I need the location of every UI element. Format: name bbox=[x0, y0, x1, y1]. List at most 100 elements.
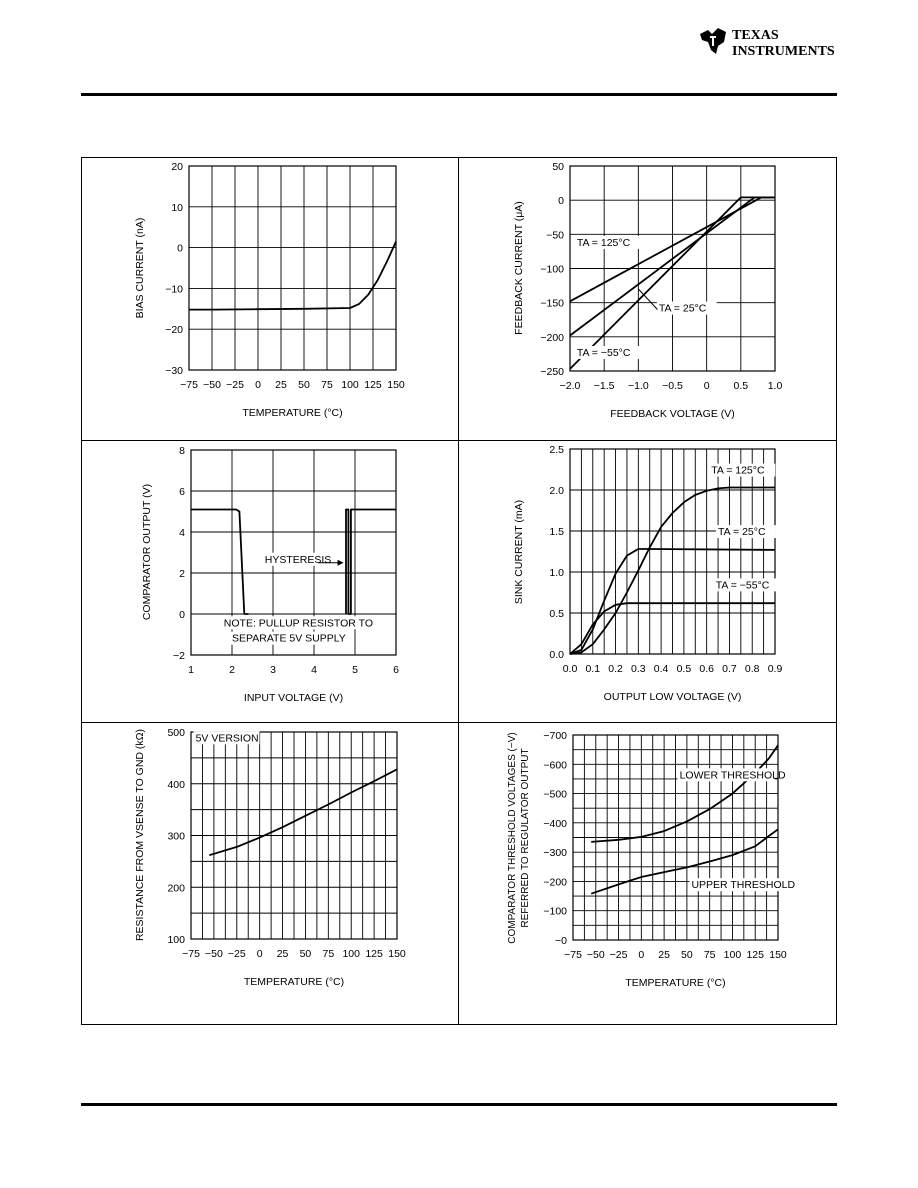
y-tick-label: 6 bbox=[179, 486, 185, 498]
annotation-arrowhead bbox=[337, 559, 344, 566]
annotation-arrow bbox=[637, 288, 658, 310]
y-tick-label: 1.5 bbox=[549, 526, 564, 538]
x-tick-label: −50 bbox=[203, 379, 221, 391]
chart-3: 1 2 3 4 5 6 −2 0 2 4 6 8 INPUT VOLTAGE (V) COMPARATOR… bbox=[141, 445, 399, 704]
plot-frame bbox=[569, 448, 776, 655]
x-tick-label: 4 bbox=[311, 664, 317, 676]
series-line-1 bbox=[191, 508, 249, 615]
x-axis-label: TEMPERATURE (°C) bbox=[625, 977, 725, 989]
brand-line-1: TEXAS bbox=[732, 28, 779, 43]
x-axis-label: FEEDBACK VOLTAGE (V) bbox=[610, 408, 734, 420]
chart-5: −75 −50 −25 0 25 50 75 100 125 150 100 200 300 400 500… bbox=[134, 727, 406, 988]
annotation-bg bbox=[262, 552, 329, 566]
x-tick-label: 0 bbox=[638, 949, 644, 961]
y-axis-label: SINK CURRENT (mA) bbox=[513, 500, 525, 604]
plot-frame bbox=[190, 731, 398, 940]
plot-frame bbox=[569, 165, 776, 372]
y-axis-label-line2: REFERRED TO REGULATOR OUTPUT bbox=[520, 748, 531, 927]
x-tick-label: 0.5 bbox=[677, 663, 692, 675]
x-tick-label: 0.1 bbox=[585, 663, 600, 675]
y-tick-label: 50 bbox=[552, 161, 564, 173]
series-line-1 bbox=[569, 486, 775, 655]
y-tick-label: −100 bbox=[543, 906, 567, 918]
y-tick-label: 2 bbox=[179, 568, 185, 580]
y-axis-label: COMPARATOR OUTPUT (V) bbox=[141, 484, 153, 620]
x-tick-label: −25 bbox=[226, 379, 244, 391]
x-tick-label: −75 bbox=[564, 949, 582, 961]
annotation-label: TA = 125°C bbox=[711, 465, 765, 477]
y-tick-label: 0.5 bbox=[549, 608, 564, 620]
y-tick-label: −400 bbox=[543, 818, 567, 830]
x-tick-label: 75 bbox=[321, 379, 333, 391]
chart-1: −75 −50 −25 0 25 50 75 100 125 150 −30 −20 −10 0 10 20 T… bbox=[134, 161, 405, 419]
x-tick-label: 0.7 bbox=[722, 663, 737, 675]
annotation-bg bbox=[574, 345, 641, 359]
plot-frame bbox=[190, 449, 397, 656]
y-tick-label: −700 bbox=[543, 730, 567, 742]
annotation-label: 5V VERSION bbox=[196, 732, 259, 744]
x-tick-label: 25 bbox=[275, 379, 287, 391]
y-tick-label: 10 bbox=[171, 202, 183, 214]
y-tick-label: −0 bbox=[555, 935, 567, 947]
x-tick-label: 6 bbox=[393, 664, 399, 676]
annotation-bg bbox=[689, 878, 787, 892]
x-tick-label: 0.0 bbox=[563, 663, 578, 675]
y-tick-label: 2.5 bbox=[549, 444, 564, 456]
series-line-2 bbox=[345, 508, 396, 615]
annotation-label: UPPER THRESHOLD bbox=[691, 879, 795, 891]
y-tick-label: 100 bbox=[167, 934, 185, 946]
x-axis-label: OUTPUT LOW VOLTAGE (V) bbox=[604, 691, 742, 703]
ti-logo-icon bbox=[700, 28, 726, 54]
x-tick-label: 0.5 bbox=[734, 380, 749, 392]
x-tick-label: 1.0 bbox=[768, 380, 783, 392]
y-axis-label: RESISTANCE FROM VSENSE TO GND (kΩ) bbox=[134, 729, 146, 941]
y-tick-label: −30 bbox=[165, 365, 183, 377]
y-tick-label: −20 bbox=[165, 324, 183, 336]
chart-2: −2.0 −1.5 −1.0 −0.5 0 0.5 1.0 −250 −200 −150 −100 −… bbox=[513, 161, 782, 420]
annotation-label: TA = −55°C bbox=[577, 347, 631, 359]
annotation-label: LOWER THRESHOLD bbox=[680, 769, 786, 781]
annotation-bg bbox=[713, 578, 780, 592]
x-tick-label: 0 bbox=[255, 379, 261, 391]
annotation-bg bbox=[716, 525, 776, 539]
x-tick-label: −1.0 bbox=[628, 380, 649, 392]
x-tick-label: −50 bbox=[587, 949, 605, 961]
x-tick-label: 0 bbox=[257, 948, 263, 960]
x-tick-label: 75 bbox=[322, 948, 334, 960]
x-tick-label: 75 bbox=[704, 949, 716, 961]
x-tick-label: 125 bbox=[364, 379, 382, 391]
annotation-label: NOTE: PULLUP RESISTOR TO bbox=[224, 617, 373, 629]
x-tick-label: 0.9 bbox=[768, 663, 783, 675]
annotation-bg bbox=[677, 768, 775, 782]
y-tick-label: −50 bbox=[546, 229, 564, 241]
y-tick-label: 500 bbox=[167, 727, 185, 739]
annotation-label: TA = 25°C bbox=[718, 526, 766, 538]
x-tick-label: 125 bbox=[746, 949, 764, 961]
series-line-1 bbox=[189, 241, 397, 311]
y-tick-label: 4 bbox=[179, 527, 185, 539]
x-tick-label: 150 bbox=[387, 379, 405, 391]
y-tick-label: 0 bbox=[558, 195, 564, 207]
brand-line-2: INSTRUMENTS bbox=[732, 44, 835, 59]
y-tick-label: −10 bbox=[165, 283, 183, 295]
x-tick-label: 0.4 bbox=[654, 663, 669, 675]
series-line-2 bbox=[590, 828, 779, 895]
y-tick-label: −200 bbox=[540, 332, 564, 344]
annotation-label: TA = −55°C bbox=[716, 579, 770, 591]
y-tick-label: 0 bbox=[179, 609, 185, 621]
x-tick-label: −2.0 bbox=[560, 380, 581, 392]
y-axis-label: COMPARATOR THRESHOLD VOLTAGES (−V) bbox=[507, 732, 518, 943]
y-tick-label: 300 bbox=[167, 831, 185, 843]
x-tick-label: 100 bbox=[341, 379, 359, 391]
plot-frame bbox=[188, 165, 397, 371]
annotation-bg bbox=[656, 301, 717, 315]
x-tick-label: 50 bbox=[298, 379, 310, 391]
series-line-1 bbox=[591, 744, 779, 843]
x-tick-label: 0.6 bbox=[699, 663, 714, 675]
x-tick-label: 150 bbox=[388, 948, 406, 960]
x-tick-label: 100 bbox=[724, 949, 742, 961]
x-tick-label: 5 bbox=[352, 664, 358, 676]
x-tick-label: 125 bbox=[365, 948, 383, 960]
annotation-label: TA = 25°C bbox=[659, 303, 707, 315]
ti-logo: TEXAS INSTRUMENTS bbox=[696, 22, 841, 62]
